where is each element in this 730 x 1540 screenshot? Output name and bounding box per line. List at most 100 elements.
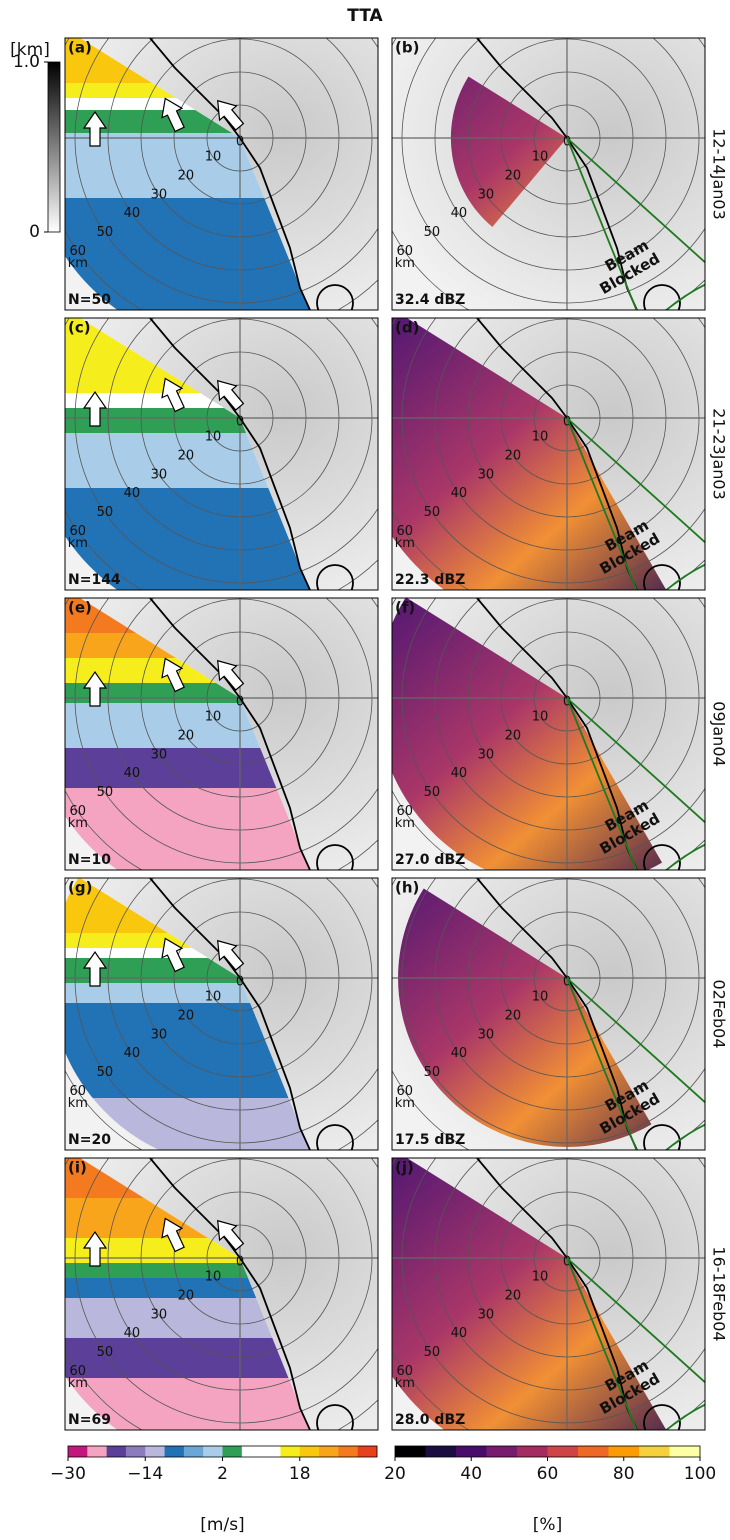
colorbar-segment bbox=[639, 1446, 670, 1457]
tick-label: 0 bbox=[29, 222, 40, 242]
panel-label: (f) bbox=[395, 599, 415, 617]
colorbar-segment bbox=[578, 1446, 609, 1457]
colorbar-segment bbox=[165, 1446, 185, 1457]
range-label: km bbox=[68, 1096, 88, 1111]
range-label: 40 bbox=[124, 486, 141, 501]
range-label: 20 bbox=[178, 1008, 195, 1023]
colorbar-segment bbox=[670, 1446, 701, 1457]
panel-label: (g) bbox=[68, 879, 92, 897]
colorbar-segment bbox=[338, 1446, 358, 1457]
panel-body: 0102030405060kmBeamBlocked bbox=[369, 0, 730, 336]
range-label: 30 bbox=[151, 467, 168, 482]
range-label: 20 bbox=[178, 728, 195, 743]
colorbar-segment bbox=[145, 1446, 165, 1457]
colorbar-segment bbox=[280, 1446, 300, 1457]
range-label: 50 bbox=[424, 785, 441, 800]
range-label: 10 bbox=[532, 989, 549, 1004]
panel-label: (b) bbox=[395, 39, 419, 57]
tick-label: 60 bbox=[537, 1464, 559, 1484]
range-label: 40 bbox=[451, 486, 468, 501]
colorbar-segment bbox=[426, 1446, 457, 1457]
range-label: km bbox=[68, 256, 88, 271]
tick-label: −14 bbox=[127, 1464, 163, 1484]
tick-label: −30 bbox=[50, 1464, 86, 1484]
figure-title: TTA bbox=[347, 6, 383, 26]
panel-label: (c) bbox=[68, 319, 91, 337]
tick-label: 1.0 bbox=[13, 52, 40, 72]
range-label: 20 bbox=[505, 1008, 522, 1023]
colorbar-unit: [%] bbox=[533, 1515, 562, 1535]
elevation-colorbar bbox=[48, 62, 60, 232]
range-label: 50 bbox=[97, 225, 114, 240]
panel-stat: N=144 bbox=[68, 572, 121, 588]
range-label: 40 bbox=[451, 766, 468, 781]
range-label: 20 bbox=[178, 1288, 195, 1303]
range-label: 10 bbox=[205, 709, 222, 724]
range-label: 10 bbox=[532, 149, 549, 164]
colorbar-segment bbox=[203, 1446, 223, 1457]
range-label: 50 bbox=[97, 1065, 114, 1080]
colorbar-segment bbox=[242, 1446, 262, 1457]
range-label: 10 bbox=[205, 989, 222, 1004]
range-label: 0 bbox=[236, 695, 244, 710]
colorbar-segment bbox=[517, 1446, 548, 1457]
range-label: km bbox=[68, 816, 88, 831]
range-label: 50 bbox=[424, 1345, 441, 1360]
range-label: 20 bbox=[505, 1288, 522, 1303]
range-label: 40 bbox=[451, 1326, 468, 1341]
panel-stat: 28.0 dBZ bbox=[395, 1412, 465, 1428]
colorbar-segment bbox=[68, 1446, 88, 1457]
panel-label: (i) bbox=[68, 1159, 87, 1177]
tick-label: 80 bbox=[613, 1464, 635, 1484]
range-label: 30 bbox=[151, 747, 168, 762]
range-label: km bbox=[68, 1376, 88, 1391]
terrain bbox=[392, 38, 705, 310]
row-label: 02Feb04 bbox=[710, 979, 729, 1048]
range-label: 40 bbox=[451, 206, 468, 221]
row-label: 09Jan04 bbox=[710, 701, 729, 766]
colorbar-segment bbox=[126, 1446, 146, 1457]
range-label: 40 bbox=[124, 1046, 141, 1061]
colorbar-segment bbox=[107, 1446, 127, 1457]
range-label: km bbox=[395, 1376, 415, 1391]
range-label: km bbox=[68, 536, 88, 551]
range-label: 50 bbox=[424, 1065, 441, 1080]
colorbar-segment bbox=[87, 1446, 107, 1457]
range-label: 30 bbox=[151, 187, 168, 202]
range-label: 10 bbox=[532, 1269, 549, 1284]
range-label: 40 bbox=[451, 1046, 468, 1061]
range-label: km bbox=[395, 256, 415, 271]
panel-stat: N=50 bbox=[68, 292, 111, 308]
panel-label: (e) bbox=[68, 599, 92, 617]
range-label: 20 bbox=[505, 168, 522, 183]
figure: TTA [km] 1.0012-14Jan030102030405060km(a… bbox=[0, 0, 730, 1540]
range-label: 10 bbox=[205, 149, 222, 164]
range-label: 0 bbox=[236, 415, 244, 430]
range-label: 30 bbox=[151, 1307, 168, 1322]
colorbar-segment bbox=[223, 1446, 243, 1457]
range-label: 10 bbox=[205, 1269, 222, 1284]
range-label: 0 bbox=[236, 1255, 244, 1270]
range-label: 30 bbox=[478, 1307, 495, 1322]
colorbar-segment bbox=[609, 1446, 640, 1457]
row-label: 16-18Feb04 bbox=[710, 1246, 729, 1341]
range-label: 20 bbox=[505, 728, 522, 743]
row-label: 12-14Jan03 bbox=[710, 128, 729, 220]
range-label: 0 bbox=[236, 135, 244, 150]
colorbar-segment bbox=[395, 1446, 426, 1457]
range-label: 40 bbox=[124, 1326, 141, 1341]
panel-label: (j) bbox=[395, 1159, 414, 1177]
range-label: 20 bbox=[178, 168, 195, 183]
range-label: 10 bbox=[532, 429, 549, 444]
range-label: 20 bbox=[178, 448, 195, 463]
colorbar-segment bbox=[358, 1446, 378, 1457]
tick-label: 2 bbox=[217, 1464, 228, 1484]
row-label: 21-23Jan03 bbox=[710, 408, 729, 500]
tick-label: 40 bbox=[460, 1464, 482, 1484]
colorbar-segment bbox=[487, 1446, 518, 1457]
panel-stat: N=69 bbox=[68, 1412, 111, 1428]
range-label: 50 bbox=[424, 225, 441, 240]
panel-stat: 27.0 dBZ bbox=[395, 852, 465, 868]
range-label: 50 bbox=[97, 785, 114, 800]
